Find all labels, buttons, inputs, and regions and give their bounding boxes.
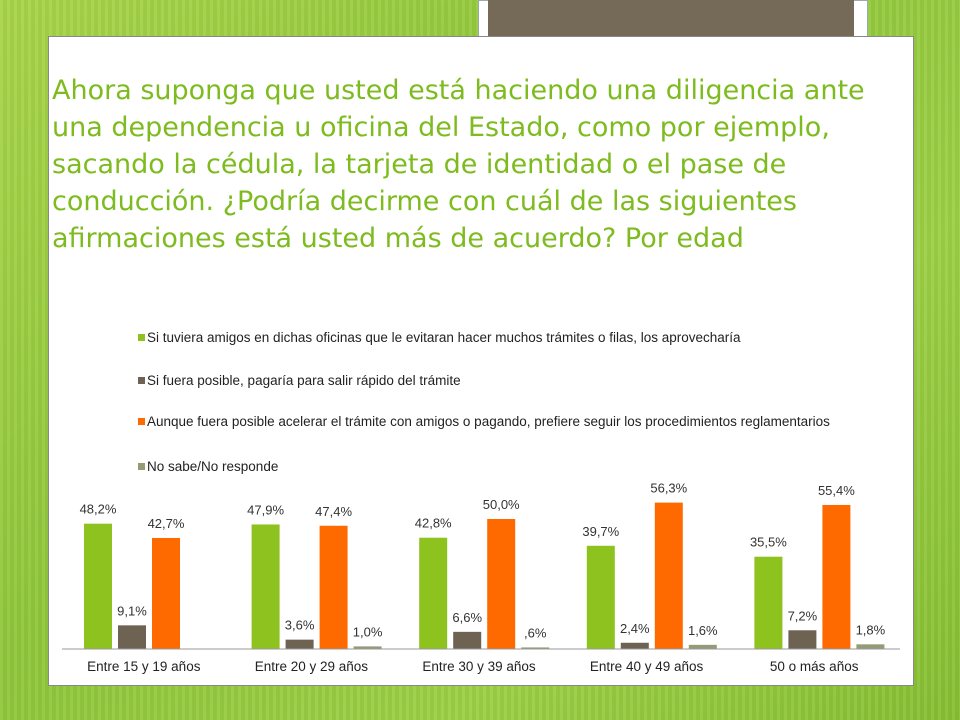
bar (353, 646, 382, 649)
bar (118, 625, 146, 649)
legend-label: Aunque fuera posible acelerar el trámite… (147, 414, 830, 429)
bar (453, 631, 482, 649)
legend-swatch (138, 418, 145, 425)
x-tick-label: 50 o más años (770, 659, 859, 674)
legend-label: No sabe/No responde (147, 459, 279, 474)
bar (586, 545, 615, 649)
bar (487, 519, 516, 649)
data-label: 35,5% (750, 535, 787, 550)
bar (521, 647, 550, 649)
data-label: 39,7% (582, 524, 619, 539)
legend-label: Si fuera posible, pagaría para salir ráp… (147, 373, 461, 388)
legend-item-pagaria: Si fuera posible, pagaría para salir ráp… (138, 372, 867, 389)
bar (152, 537, 180, 649)
legend-item-amigos: Si tuviera amigos en dichas oficinas que… (138, 329, 867, 346)
data-label: 7,2% (788, 608, 818, 623)
bar (856, 644, 885, 649)
data-label: 48,2% (80, 502, 117, 517)
legend-item-procedimientos: Aunque fuera posible acelerar el trámite… (138, 413, 867, 430)
data-label: 3,6% (285, 618, 315, 633)
bar (754, 556, 783, 649)
bar (251, 524, 280, 649)
data-label: 1,6% (688, 623, 718, 638)
data-label: 42,7% (148, 516, 185, 531)
data-label: 2,4% (620, 621, 650, 636)
x-tick-label: Entre 30 y 39 años (422, 659, 536, 674)
bar (285, 639, 314, 649)
bar (822, 504, 851, 649)
data-label: 47,9% (247, 502, 284, 517)
slide-title: Ahora suponga que usted está haciendo un… (52, 75, 865, 254)
x-tick-label: Entre 15 y 19 años (87, 659, 201, 674)
legend-swatch (138, 334, 145, 341)
legend-item-no-sabe: No sabe/No responde (138, 458, 867, 475)
data-label: 1,0% (353, 624, 383, 639)
x-tick-label: Entre 20 y 29 años (255, 659, 369, 674)
data-label: 9,1% (117, 603, 147, 618)
bar (419, 537, 448, 649)
data-label: ,6% (524, 625, 547, 640)
bar (319, 525, 348, 649)
data-label: 42,8% (415, 516, 452, 531)
x-tick-label: Entre 40 y 49 años (590, 659, 704, 674)
data-label: 47,4% (315, 504, 352, 519)
data-label: 55,4% (818, 483, 855, 498)
bar (688, 644, 717, 649)
data-label: 6,6% (452, 610, 482, 625)
bar (620, 642, 649, 649)
data-label: 50,0% (483, 497, 520, 512)
bar (788, 630, 817, 649)
data-label: 56,3% (650, 481, 687, 496)
legend-label: Si tuviera amigos en dichas oficinas que… (147, 330, 741, 345)
bar (84, 523, 112, 649)
legend-swatch (138, 463, 145, 470)
data-label: 1,8% (856, 622, 886, 637)
legend-swatch (138, 377, 145, 384)
bar (654, 502, 683, 649)
